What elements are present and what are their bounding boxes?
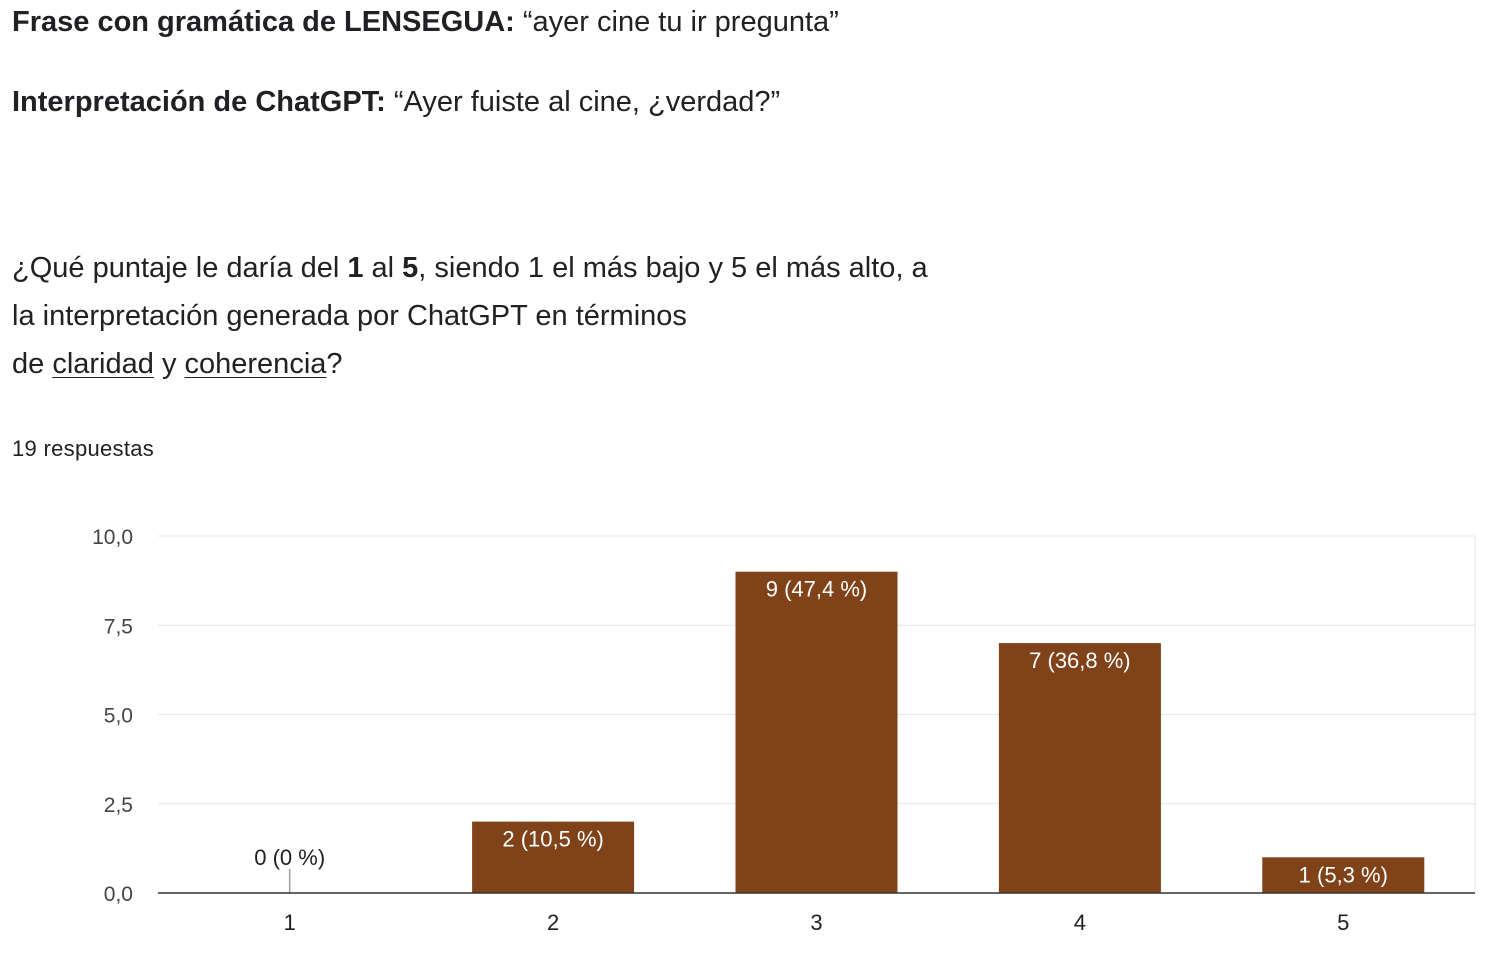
y-tick-label: 7,5 [104,615,133,638]
response-count: 19 respuestas [12,436,155,461]
data-label: 7 (36,8 %) [1029,648,1131,673]
phrase-value: “ayer cine tu ir pregunta” [522,6,839,38]
question-text-part: ? [326,348,343,380]
question-text-part: al [363,252,403,284]
interpretation-label: Interpretación de ChatGPT: [12,86,386,118]
question-text-part: , siendo 1 el más bajo y 5 el más alto, … [418,252,928,284]
x-tick-label: 1 [284,910,296,935]
question-text-part: y [153,348,185,380]
y-tick-label: 2,5 [104,794,133,817]
phrase-line: Frase con gramática de LENSEGUA: “ayer c… [12,6,839,39]
question-text-part: de [12,348,53,380]
question-line-2: la interpretación generada por ChatGPT e… [12,300,687,332]
data-label: 9 (47,4 %) [766,577,868,602]
x-tick-label: 3 [810,910,822,935]
x-tick-label: 4 [1074,910,1086,935]
data-label: 1 (5,3 %) [1299,862,1388,887]
claridad-term: claridad [52,348,154,380]
interpretation-value: “Ayer fuiste al cine, ¿verdad?” [393,86,781,118]
coherencia-term: coherencia [184,348,327,380]
bar [472,821,635,893]
x-tick-label: 2 [547,910,559,935]
question-text: ¿Qué puntaje le daría del 1 al 5, siendo… [12,244,928,388]
y-tick-label: 10,0 [92,526,133,549]
scale-max: 5 [402,252,419,284]
interpretation-line: Interpretación de ChatGPT: “Ayer fuiste … [12,86,780,119]
data-label: 0 (0 %) [254,845,325,870]
x-tick-label: 5 [1337,910,1349,935]
question-line-3: de claridad y coherencia? [12,340,928,388]
question-text-part: ¿Qué puntaje le daría del [12,252,348,284]
bar-chart: 0,0 2,5 5,0 7,5 10,0 0 (0 %) 1 2 (10,5 %) 2 9 (47… [92,526,1476,935]
bar [998,643,1161,893]
question-line-1: ¿Qué puntaje le daría del 1 al 5, siendo… [12,244,928,292]
bar [1262,857,1425,893]
y-tick-label: 5,0 [104,705,133,728]
bar [735,571,898,893]
phrase-label: Frase con gramática de LENSEGUA: [12,6,515,38]
y-tick-label: 0,0 [104,883,133,906]
data-label: 2 (10,5 %) [502,827,604,852]
scale-min: 1 [347,252,364,284]
